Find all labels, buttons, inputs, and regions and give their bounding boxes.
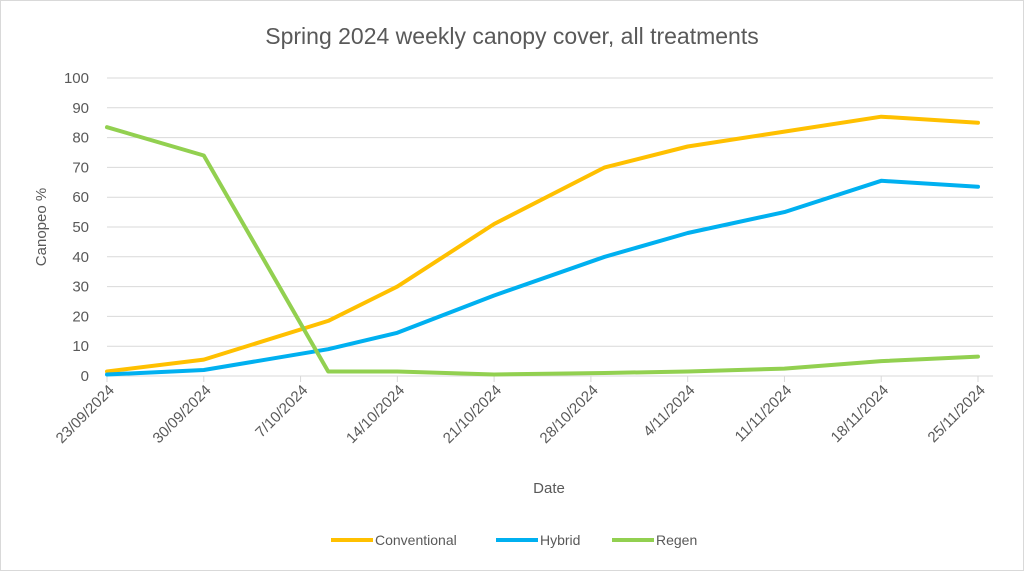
y-axis-label: Canopeo % bbox=[33, 188, 50, 266]
y-tick-label: 60 bbox=[72, 189, 89, 206]
y-tick-label: 40 bbox=[72, 249, 89, 266]
y-tick-label: 50 bbox=[72, 219, 89, 236]
x-tick-label: 4/11/2024 bbox=[640, 382, 698, 440]
x-tick-label: 18/11/2024 bbox=[828, 382, 892, 446]
chart-title: Spring 2024 weekly canopy cover, all tre… bbox=[265, 23, 759, 49]
x-axis-label: Date bbox=[533, 480, 565, 497]
y-axis-ticks: 0 10 20 30 40 50 60 70 80 90 100 bbox=[64, 70, 89, 385]
x-tick-label: 7/10/2024 bbox=[252, 382, 311, 441]
legend-label-regen: Regen bbox=[656, 532, 697, 548]
y-tick-label: 100 bbox=[64, 70, 89, 87]
series-lines bbox=[105, 114, 980, 377]
y-tick-label: 10 bbox=[72, 338, 89, 355]
series-line-conventional bbox=[105, 114, 980, 374]
x-tick-label: 14/10/2024 bbox=[343, 382, 408, 447]
x-tick-label: 21/10/2024 bbox=[440, 382, 505, 447]
x-axis-ticks: 23/09/2024 30/09/2024 7/10/2024 14/10/2024 2… bbox=[53, 376, 989, 447]
x-tick-label: 23/09/2024 bbox=[53, 382, 118, 447]
y-tick-label: 70 bbox=[72, 159, 89, 176]
series-line-hybrid bbox=[105, 178, 980, 377]
gridlines bbox=[107, 77, 993, 377]
x-tick-label: 25/11/2024 bbox=[925, 382, 989, 446]
y-tick-label: 30 bbox=[72, 279, 89, 296]
y-tick-label: 80 bbox=[72, 130, 89, 147]
legend-label-conventional: Conventional bbox=[375, 532, 457, 548]
y-tick-label: 20 bbox=[72, 308, 89, 325]
x-tick-label: 11/11/2024 bbox=[732, 382, 796, 446]
legend: Conventional Hybrid Regen bbox=[331, 532, 697, 548]
series-line-regen bbox=[105, 125, 980, 377]
x-tick-label: 30/09/2024 bbox=[149, 382, 214, 447]
y-tick-label: 0 bbox=[81, 368, 89, 385]
x-tick-label: 28/10/2024 bbox=[537, 382, 602, 447]
y-tick-label: 90 bbox=[72, 100, 89, 117]
legend-label-hybrid: Hybrid bbox=[540, 532, 580, 548]
